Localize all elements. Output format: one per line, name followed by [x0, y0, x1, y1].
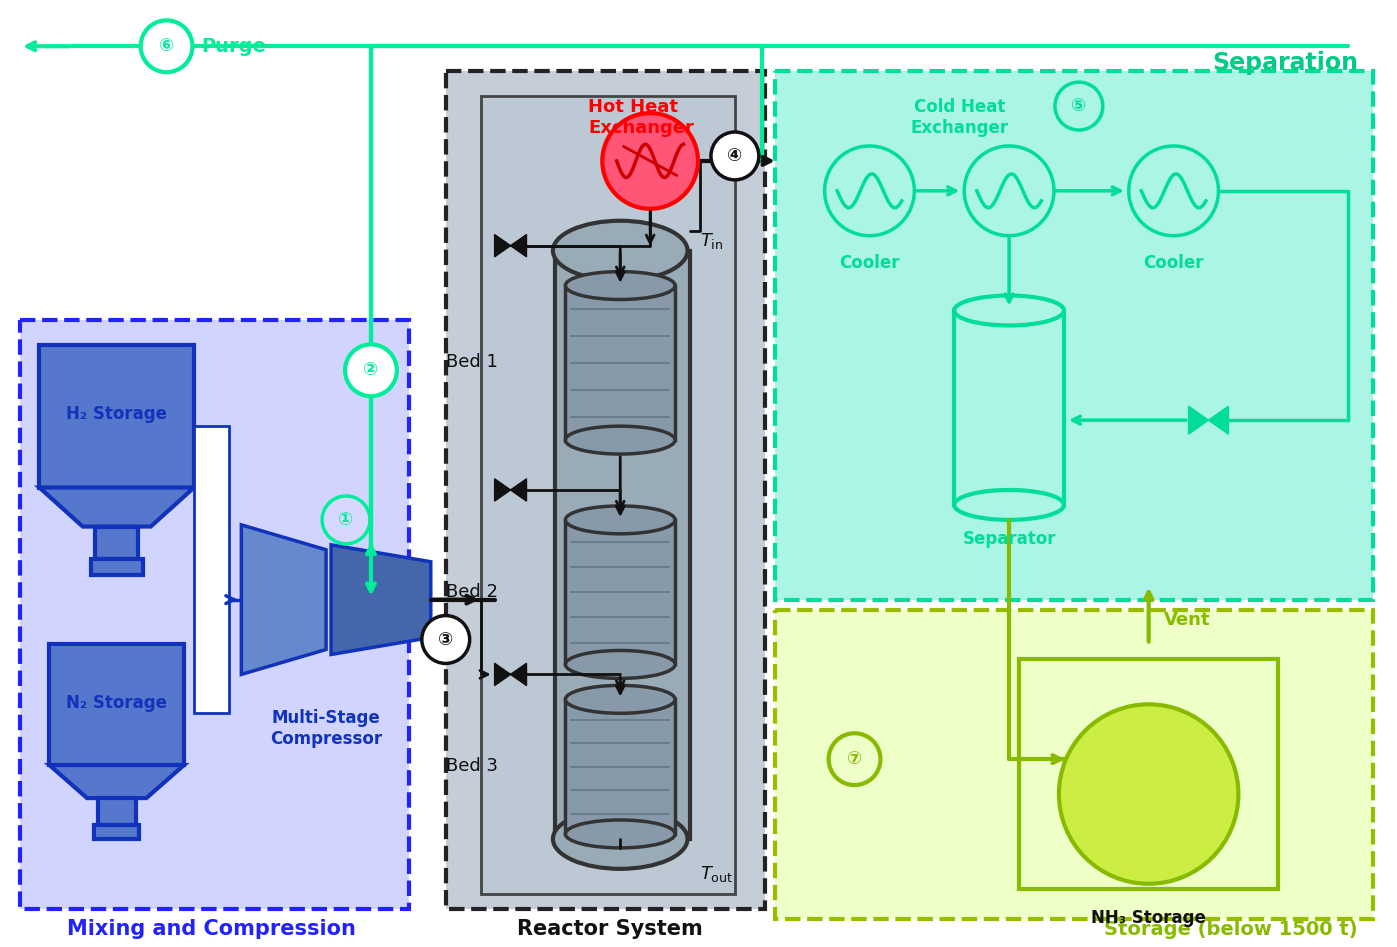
Text: ④: ④ [728, 147, 743, 165]
Bar [98, 798, 136, 826]
Bar [775, 610, 1373, 919]
Text: H₂ Storage: H₂ Storage [66, 405, 168, 423]
Polygon shape [510, 663, 527, 686]
Ellipse shape [566, 272, 675, 299]
Ellipse shape [566, 506, 675, 534]
Text: $T_{\rm out}$: $T_{\rm out}$ [700, 864, 733, 884]
Bar [95, 527, 138, 559]
Text: Mixing and Compression: Mixing and Compression [67, 919, 356, 938]
Text: Vent: Vent [1164, 611, 1210, 629]
Text: ③: ③ [439, 631, 454, 649]
Polygon shape [49, 765, 184, 798]
Ellipse shape [954, 490, 1065, 520]
Ellipse shape [553, 221, 687, 280]
Text: Cooler: Cooler [840, 254, 900, 272]
Circle shape [141, 20, 193, 72]
Bar [20, 320, 409, 909]
Text: ⑤: ⑤ [1071, 98, 1087, 116]
Bar [49, 645, 184, 765]
Polygon shape [39, 488, 194, 527]
Ellipse shape [954, 295, 1065, 326]
Text: ⑥: ⑥ [159, 37, 175, 55]
Circle shape [323, 496, 370, 544]
Text: Hot Heat
Exchanger: Hot Heat Exchanger [588, 98, 694, 137]
Ellipse shape [566, 651, 675, 678]
Text: Storage (below 1500 t): Storage (below 1500 t) [1105, 920, 1358, 938]
Text: Multi-Stage
Compressor: Multi-Stage Compressor [270, 709, 383, 748]
Polygon shape [94, 826, 140, 839]
Bar [194, 425, 229, 712]
Bar [566, 699, 675, 834]
Bar [446, 71, 764, 909]
Text: ①: ① [338, 510, 353, 528]
Circle shape [1129, 146, 1218, 236]
Text: $T_{\rm in}$: $T_{\rm in}$ [700, 231, 724, 251]
Bar [556, 251, 690, 839]
Bar [1018, 659, 1278, 889]
Ellipse shape [566, 686, 675, 713]
Polygon shape [242, 525, 326, 674]
Text: Separation: Separation [1213, 51, 1358, 75]
Circle shape [1059, 705, 1238, 884]
Text: NH₃ Storage: NH₃ Storage [1091, 909, 1206, 927]
Bar [566, 520, 675, 665]
Ellipse shape [566, 426, 675, 454]
Text: Cooler: Cooler [1143, 254, 1204, 272]
Circle shape [711, 132, 759, 180]
Polygon shape [510, 235, 527, 257]
Circle shape [964, 146, 1053, 236]
Polygon shape [495, 663, 510, 686]
Circle shape [422, 616, 469, 664]
Polygon shape [91, 559, 142, 575]
Polygon shape [510, 479, 527, 501]
Polygon shape [1208, 406, 1228, 434]
Bar [39, 346, 194, 488]
Text: N₂ Storage: N₂ Storage [66, 694, 168, 712]
Circle shape [1055, 82, 1102, 130]
Bar [566, 286, 675, 440]
Text: Separator: Separator [963, 529, 1056, 547]
Text: Purge: Purge [201, 37, 267, 56]
Bar [775, 71, 1373, 599]
Ellipse shape [566, 820, 675, 848]
Ellipse shape [553, 809, 687, 868]
Polygon shape [331, 545, 430, 654]
Bar [481, 96, 735, 894]
Polygon shape [495, 479, 510, 501]
Circle shape [828, 733, 880, 785]
Circle shape [602, 113, 698, 208]
Text: ⑦: ⑦ [847, 750, 862, 768]
Text: ②: ② [363, 362, 379, 380]
Text: Bed 3: Bed 3 [446, 758, 497, 776]
Text: Reactor System: Reactor System [517, 919, 703, 938]
Polygon shape [495, 235, 510, 257]
Text: Bed 2: Bed 2 [446, 582, 497, 600]
Circle shape [824, 146, 915, 236]
Bar [954, 311, 1065, 505]
Circle shape [345, 345, 397, 396]
Text: Cold Heat
Exchanger: Cold Heat Exchanger [911, 98, 1009, 137]
Text: Bed 1: Bed 1 [446, 353, 497, 371]
Polygon shape [1189, 406, 1208, 434]
